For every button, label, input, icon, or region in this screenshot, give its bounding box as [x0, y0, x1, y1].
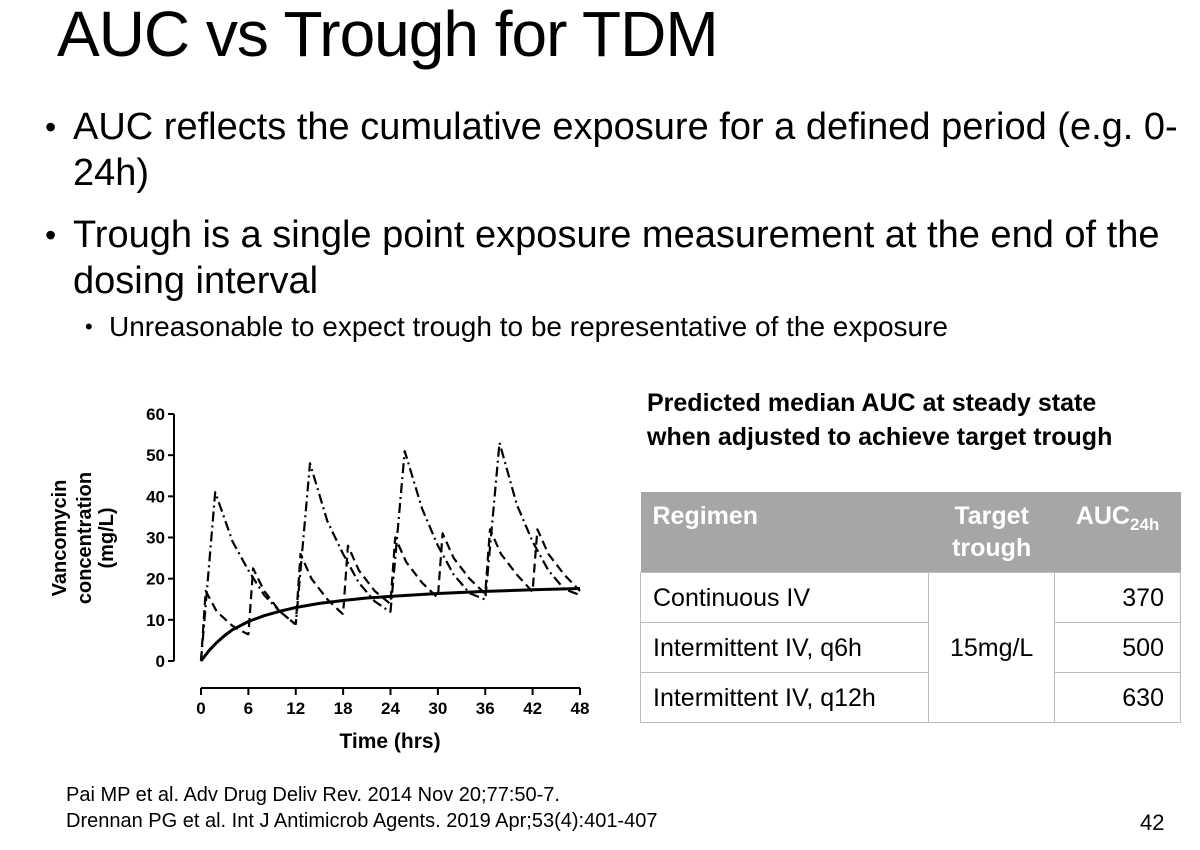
- bullet-item: • Trough is a single point exposure meas…: [40, 212, 1180, 304]
- table-row: Intermittent IV, q6h 500: [639, 622, 1181, 673]
- chart-ylabel: Vancomycin concentration (mg/L): [49, 472, 118, 604]
- auc-cell: 500: [1054, 622, 1181, 673]
- y-tick-label: 10: [146, 611, 165, 630]
- bullet-dot: •: [45, 109, 57, 145]
- x-tick-label: 36: [476, 699, 495, 718]
- y-label-line: (mg/L): [96, 507, 118, 568]
- bullet-text: AUC reflects the cumulative exposure for…: [73, 106, 1178, 194]
- x-tick-label: 24: [381, 699, 400, 718]
- table-row: Continuous IV 15mg/L 370: [639, 572, 1181, 723]
- reference-item: Pai MP et al. Adv Drug Deliv Rev. 2014 N…: [66, 784, 560, 806]
- bullet-dot: •: [85, 314, 93, 339]
- y-tick-label: 20: [146, 570, 165, 589]
- y-tick-label: 0: [156, 652, 165, 671]
- auc-table: Regimen Target trough AUC24h Continuous …: [639, 492, 1181, 723]
- regimen-cell: Intermittent IV, q6h: [639, 622, 930, 673]
- y-label-line: Vancomycin: [49, 480, 71, 597]
- regimen-cell: Continuous IV: [639, 572, 930, 623]
- table-caption: Predicted median AUC at steady state whe…: [647, 389, 1113, 451]
- page-number: 42: [1140, 810, 1165, 835]
- x-tick-label: 0: [196, 699, 205, 718]
- references: Pai MP et al. Adv Drug Deliv Rev. 2014 N…: [66, 782, 657, 834]
- x-tick-label: 48: [571, 699, 590, 718]
- table-header-row: Regimen Target trough AUC24h: [640, 492, 1181, 573]
- x-tick-label: 30: [428, 699, 447, 718]
- regimen-cell: Intermittent IV, q12h: [639, 672, 930, 723]
- vancomycin-chart: 0 10 20 30 40 50 60 0 6 12 18 24 30 36 42 48 Vancomycin…: [49, 405, 590, 753]
- sub-bullet-text: Unreasonable to expect trough to be repr…: [109, 311, 948, 342]
- header-regimen: Regimen: [640, 492, 929, 573]
- series-line-dash-dot: [199, 441, 581, 662]
- bullet-list: • AUC reflects the cumulative exposure f…: [40, 104, 1180, 344]
- sub-bullet-item: • Unreasonable to expect trough to be re…: [40, 310, 1180, 344]
- auc-cell: 370: [1054, 572, 1181, 623]
- x-tick-label: 42: [523, 699, 542, 718]
- reference-item: Drennan PG et al. Int J Antimicrob Agent…: [66, 810, 658, 832]
- x-tick-label: 18: [334, 699, 353, 718]
- target-trough-cell: 15mg/L: [928, 572, 1056, 723]
- x-tick-label: 12: [286, 699, 305, 718]
- y-tick-label: 50: [146, 446, 165, 465]
- header-auc: AUC24h: [1054, 492, 1181, 573]
- chart-xlabel: Time (hrs): [339, 730, 440, 753]
- y-tick-label: 30: [146, 529, 165, 548]
- y-tick-label: 60: [146, 405, 165, 424]
- bullet-dot: •: [45, 217, 57, 253]
- series-line-dashed: [199, 528, 581, 662]
- y-label-line: concentration: [74, 472, 96, 604]
- slide-title: AUC vs Trough for TDM: [57, 0, 719, 70]
- table-row: Intermittent IV, q12h 630: [639, 672, 1181, 723]
- y-tick-label: 40: [146, 487, 165, 506]
- x-tick-label: 6: [244, 699, 253, 718]
- series-line-solid: [199, 587, 581, 662]
- bullet-item: • AUC reflects the cumulative exposure f…: [40, 104, 1180, 196]
- auc-cell: 630: [1054, 672, 1181, 723]
- header-target-trough: Target trough: [928, 492, 1055, 573]
- bullet-text: Trough is a single point exposure measur…: [73, 214, 1160, 302]
